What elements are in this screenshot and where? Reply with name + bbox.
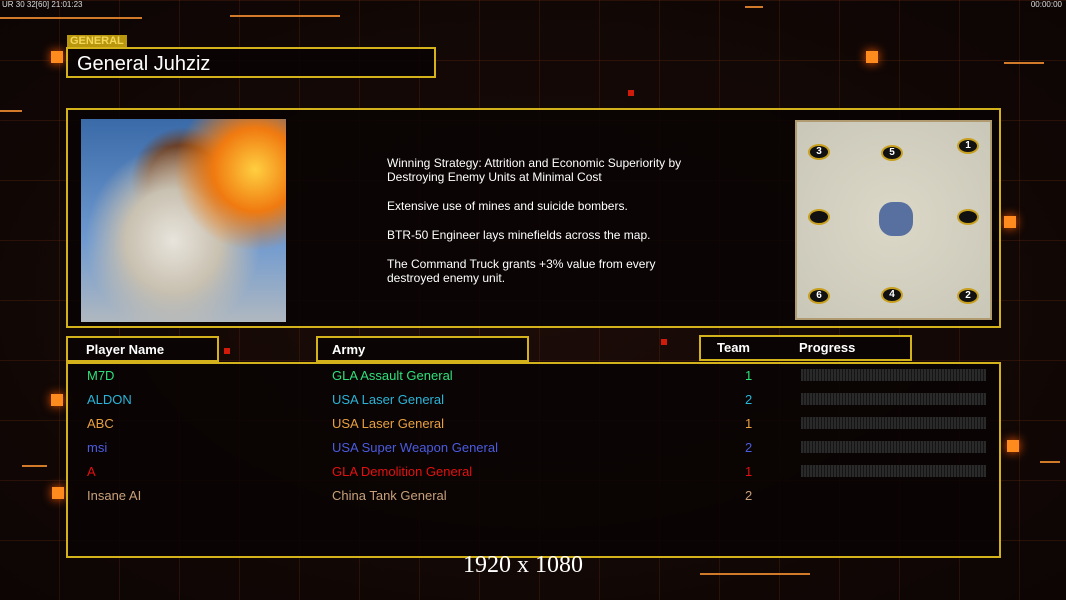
strategy-line: The Command Truck grants +3% value from … [387,257,656,285]
player-army: USA Laser General [332,392,445,407]
deco-square [51,394,63,406]
start-slot-3: 3 [808,144,830,160]
progress-bar [801,417,986,429]
header-team: Team [717,340,750,355]
player-army: GLA Assault General [332,368,453,383]
player-name: ABC [87,416,114,431]
deco-square [661,339,667,345]
strategy-line: BTR-50 Engineer lays minefields across t… [387,228,651,242]
player-name: A [87,464,96,479]
deco-line [0,110,22,112]
progress-bar [801,441,986,453]
player-team: 1 [745,368,753,383]
player-team: 1 [745,416,753,431]
deco-square [866,51,878,63]
player-name: M7D [87,368,115,383]
player-name: Insane AI [87,488,142,503]
player-team: 2 [745,488,753,503]
player-name: msi [87,440,108,455]
deco-square [224,348,230,354]
general-title: General Juhziz [66,47,436,78]
fps-counter: UR 30 32[60] 21:01:23 [2,0,83,9]
progress-bar [801,369,986,381]
player-team: 2 [745,392,753,407]
deco-line [0,17,142,19]
general-portrait [81,119,286,322]
player-army: China Tank General [332,488,447,503]
general-info-panel: Winning Strategy: Attrition and Economic… [66,108,1001,328]
header-army: Army [316,336,529,362]
start-slot-6: 6 [808,288,830,304]
player-team: 1 [745,464,753,479]
start-slot-2: 2 [957,288,979,304]
deco-square [1007,440,1019,452]
player-list: M7D GLA Assault General 1 ALDON USA Laser… [66,362,1001,558]
progress-bar [801,465,986,477]
general-tag: GENERAL [67,35,127,47]
deco-line [230,15,340,17]
header-team-progress: Team Progress [699,335,912,361]
player-row: msi USA Super Weapon General 2 [68,436,999,460]
player-team: 2 [745,440,753,455]
player-army: GLA Demolition General [332,464,473,479]
deco-line [700,573,810,575]
header-player-name: Player Name [66,336,219,362]
start-slot-empty [808,209,830,225]
map-lake [879,202,913,236]
game-clock: 00:00:00 [1030,0,1062,9]
deco-square [51,51,63,63]
start-slot-4: 4 [881,287,903,303]
strategy-line: Winning Strategy: Attrition and Economic… [387,156,682,184]
deco-square [628,90,634,96]
start-slot-1: 1 [957,138,979,154]
player-row: ABC USA Laser General 1 [68,412,999,436]
player-row: M7D GLA Assault General 1 [68,364,999,388]
header-progress: Progress [799,340,856,355]
strategy-text: Winning Strategy: Attrition and Economic… [387,156,727,300]
deco-square [52,487,64,499]
minimap: 1 2 3 4 5 6 [795,120,992,320]
player-name: ALDON [87,392,132,407]
player-row: ALDON USA Laser General 2 [68,388,999,412]
deco-line [745,6,763,8]
deco-line [22,465,47,467]
player-row: A GLA Demolition General 1 [68,460,999,484]
start-slot-5: 5 [881,145,903,161]
player-army: USA Super Weapon General [332,440,498,455]
player-row: Insane AI China Tank General 2 [68,484,999,508]
progress-bar [801,393,986,405]
deco-line [1004,62,1044,64]
start-slot-empty [957,209,979,225]
strategy-line: Extensive use of mines and suicide bombe… [387,199,628,213]
deco-square [1004,216,1016,228]
deco-line [1040,461,1060,463]
resolution-label: 1920 x 1080 [463,552,583,578]
player-army: USA Laser General [332,416,445,431]
